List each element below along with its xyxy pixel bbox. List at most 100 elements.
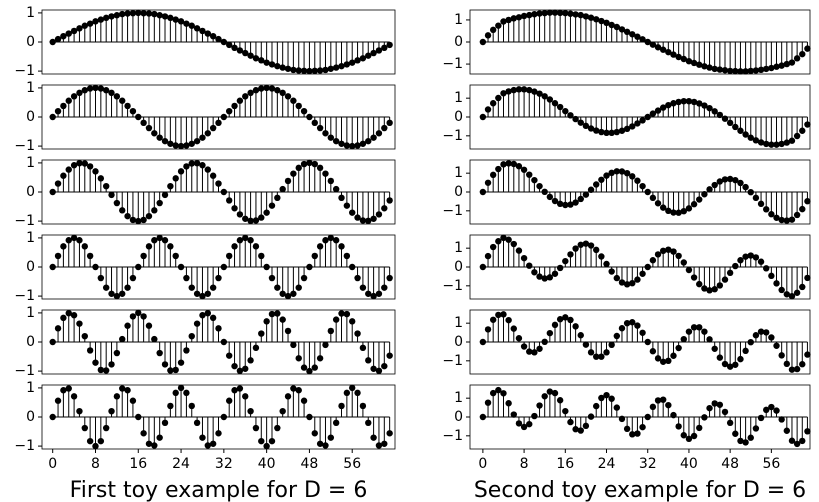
stem-marker — [489, 100, 497, 107]
stem-marker — [81, 87, 88, 94]
stem-marker — [322, 66, 329, 74]
stem-marker — [752, 67, 760, 74]
stem-marker — [151, 442, 158, 449]
stem-marker — [76, 160, 83, 167]
stem-marker — [768, 334, 775, 341]
stem-marker — [354, 214, 361, 221]
stem-marker — [680, 97, 687, 105]
stem-marker — [690, 98, 698, 106]
stem-marker — [721, 408, 729, 416]
stem-marker — [290, 66, 297, 74]
stem-marker — [747, 338, 754, 346]
stem-marker — [618, 279, 626, 286]
stem-marker — [634, 276, 641, 283]
stem-marker — [716, 66, 724, 73]
stem-marker — [327, 434, 335, 441]
stem-marker — [193, 290, 201, 297]
stem-marker — [113, 393, 121, 400]
stem-marker — [311, 119, 318, 127]
stem-marker — [567, 251, 574, 258]
stem-marker — [92, 84, 99, 92]
stem-marker — [247, 407, 254, 415]
stem-marker — [479, 338, 487, 346]
stem-marker — [757, 258, 765, 265]
stem-marker — [572, 115, 579, 123]
stem-marker — [204, 30, 212, 37]
stem-marker — [670, 51, 677, 58]
stem-marker — [665, 48, 672, 56]
stem-marker — [225, 107, 233, 115]
stem-marker — [556, 9, 564, 17]
stem-marker — [167, 243, 174, 250]
stem-marker — [706, 336, 713, 343]
stem-marker — [124, 284, 131, 291]
y-tick-label: 0 — [454, 34, 463, 50]
stem-marker — [618, 415, 626, 423]
stem-marker — [124, 102, 131, 110]
stem-marker — [316, 124, 324, 132]
stem-marker — [231, 387, 238, 394]
stem-marker — [220, 188, 228, 196]
stem-marker — [608, 395, 615, 402]
stem-marker — [773, 342, 780, 349]
stem-marker — [300, 107, 308, 115]
stem-marker — [768, 272, 775, 280]
stem-marker — [804, 45, 811, 52]
stem-marker — [587, 349, 595, 356]
stem-marker — [225, 397, 233, 404]
stem-marker — [665, 207, 672, 215]
stem-marker — [60, 314, 67, 322]
stem-marker — [732, 67, 739, 75]
stem-marker — [520, 166, 528, 173]
stem-marker — [479, 263, 487, 271]
stem-marker — [562, 407, 569, 415]
stem-marker — [629, 173, 636, 180]
stem-marker — [495, 238, 502, 245]
stem-marker — [129, 313, 137, 320]
stem-marker — [124, 212, 131, 220]
stem-marker — [279, 64, 286, 71]
stem-marker — [76, 407, 83, 415]
stem-marker — [290, 341, 297, 349]
stem-marker — [505, 236, 512, 243]
y-tick-label: 0 — [454, 334, 463, 350]
stem-marker — [541, 338, 548, 346]
stem-marker — [129, 107, 137, 115]
stem-marker — [145, 10, 153, 17]
stem-marker — [716, 282, 724, 289]
stem-marker — [209, 314, 217, 322]
stem-marker — [252, 217, 260, 224]
stem-marker — [113, 292, 121, 300]
stem-marker — [135, 309, 142, 317]
stem-marker — [129, 397, 137, 404]
x-tick-label: 56 — [343, 456, 361, 472]
stem-marker — [108, 361, 115, 368]
stem-marker — [242, 234, 249, 242]
x-axis-label: First toy example for D = 6 — [70, 478, 368, 502]
stem-marker — [742, 439, 749, 446]
stem-marker — [629, 123, 636, 130]
y-tick-label: 0 — [454, 109, 463, 125]
stem-marker — [338, 310, 345, 317]
stem-marker — [711, 286, 718, 293]
stem-marker — [737, 179, 744, 187]
stem-marker — [763, 65, 770, 73]
stem-marker — [284, 292, 292, 300]
stem-marker — [343, 202, 351, 209]
stem-marker — [242, 49, 249, 57]
stem-marker — [381, 205, 388, 212]
stem-marker — [102, 182, 110, 190]
stem-marker — [716, 401, 724, 408]
stem-marker — [690, 432, 698, 440]
stem-marker — [252, 344, 260, 352]
stem-marker — [793, 132, 801, 140]
stem-marker — [711, 108, 718, 115]
stem-marker — [726, 119, 734, 127]
stem-marker — [495, 165, 502, 173]
stem-marker — [140, 119, 147, 127]
stem-marker — [193, 419, 201, 427]
stem-marker — [551, 197, 559, 205]
stem-marker — [236, 367, 244, 374]
x-tick-label: 16 — [129, 456, 147, 472]
stem-marker — [386, 430, 393, 437]
